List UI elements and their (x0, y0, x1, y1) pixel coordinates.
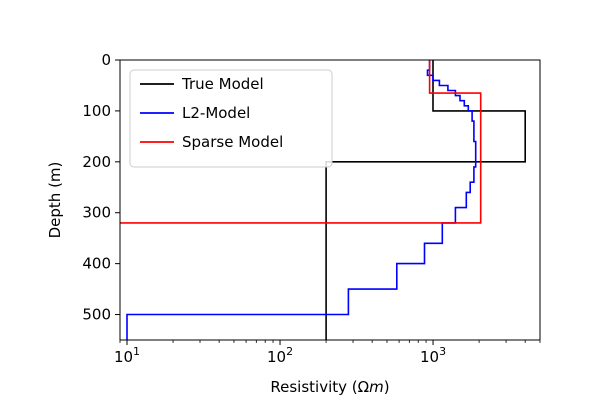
legend-label: Sparse Model (182, 133, 283, 151)
x-tick-label: 103 (420, 345, 446, 366)
series-layer (120, 60, 527, 340)
y-tick-label: 400 (82, 255, 111, 273)
axes-layer (119, 59, 541, 341)
legend-label: L2-Model (182, 104, 250, 122)
y-axis-title: Depth (m) (46, 162, 64, 239)
ticks-layer: 0 100 200 300 400 500 101 102 103 (82, 51, 541, 366)
x-axis-title: Resistivity (Ωm) (270, 378, 389, 396)
x-tick-label: 101 (114, 345, 140, 366)
series-line-true-model (325, 60, 527, 340)
y-tick-label: 200 (82, 153, 111, 171)
axes-frame (119, 59, 541, 341)
legend-box (129, 69, 333, 168)
legend: True Model L2-Model Sparse Model (129, 69, 333, 168)
y-tick-label: 0 (101, 51, 111, 69)
x-tick-label: 102 (267, 345, 293, 366)
y-tick-label: 100 (82, 102, 111, 120)
legend-label: True Model (181, 75, 264, 93)
series-line-sparse-model (120, 60, 482, 224)
series-line-l2-model (126, 60, 477, 340)
y-tick-label: 300 (82, 204, 111, 222)
y-tick-label: 500 (82, 306, 111, 324)
